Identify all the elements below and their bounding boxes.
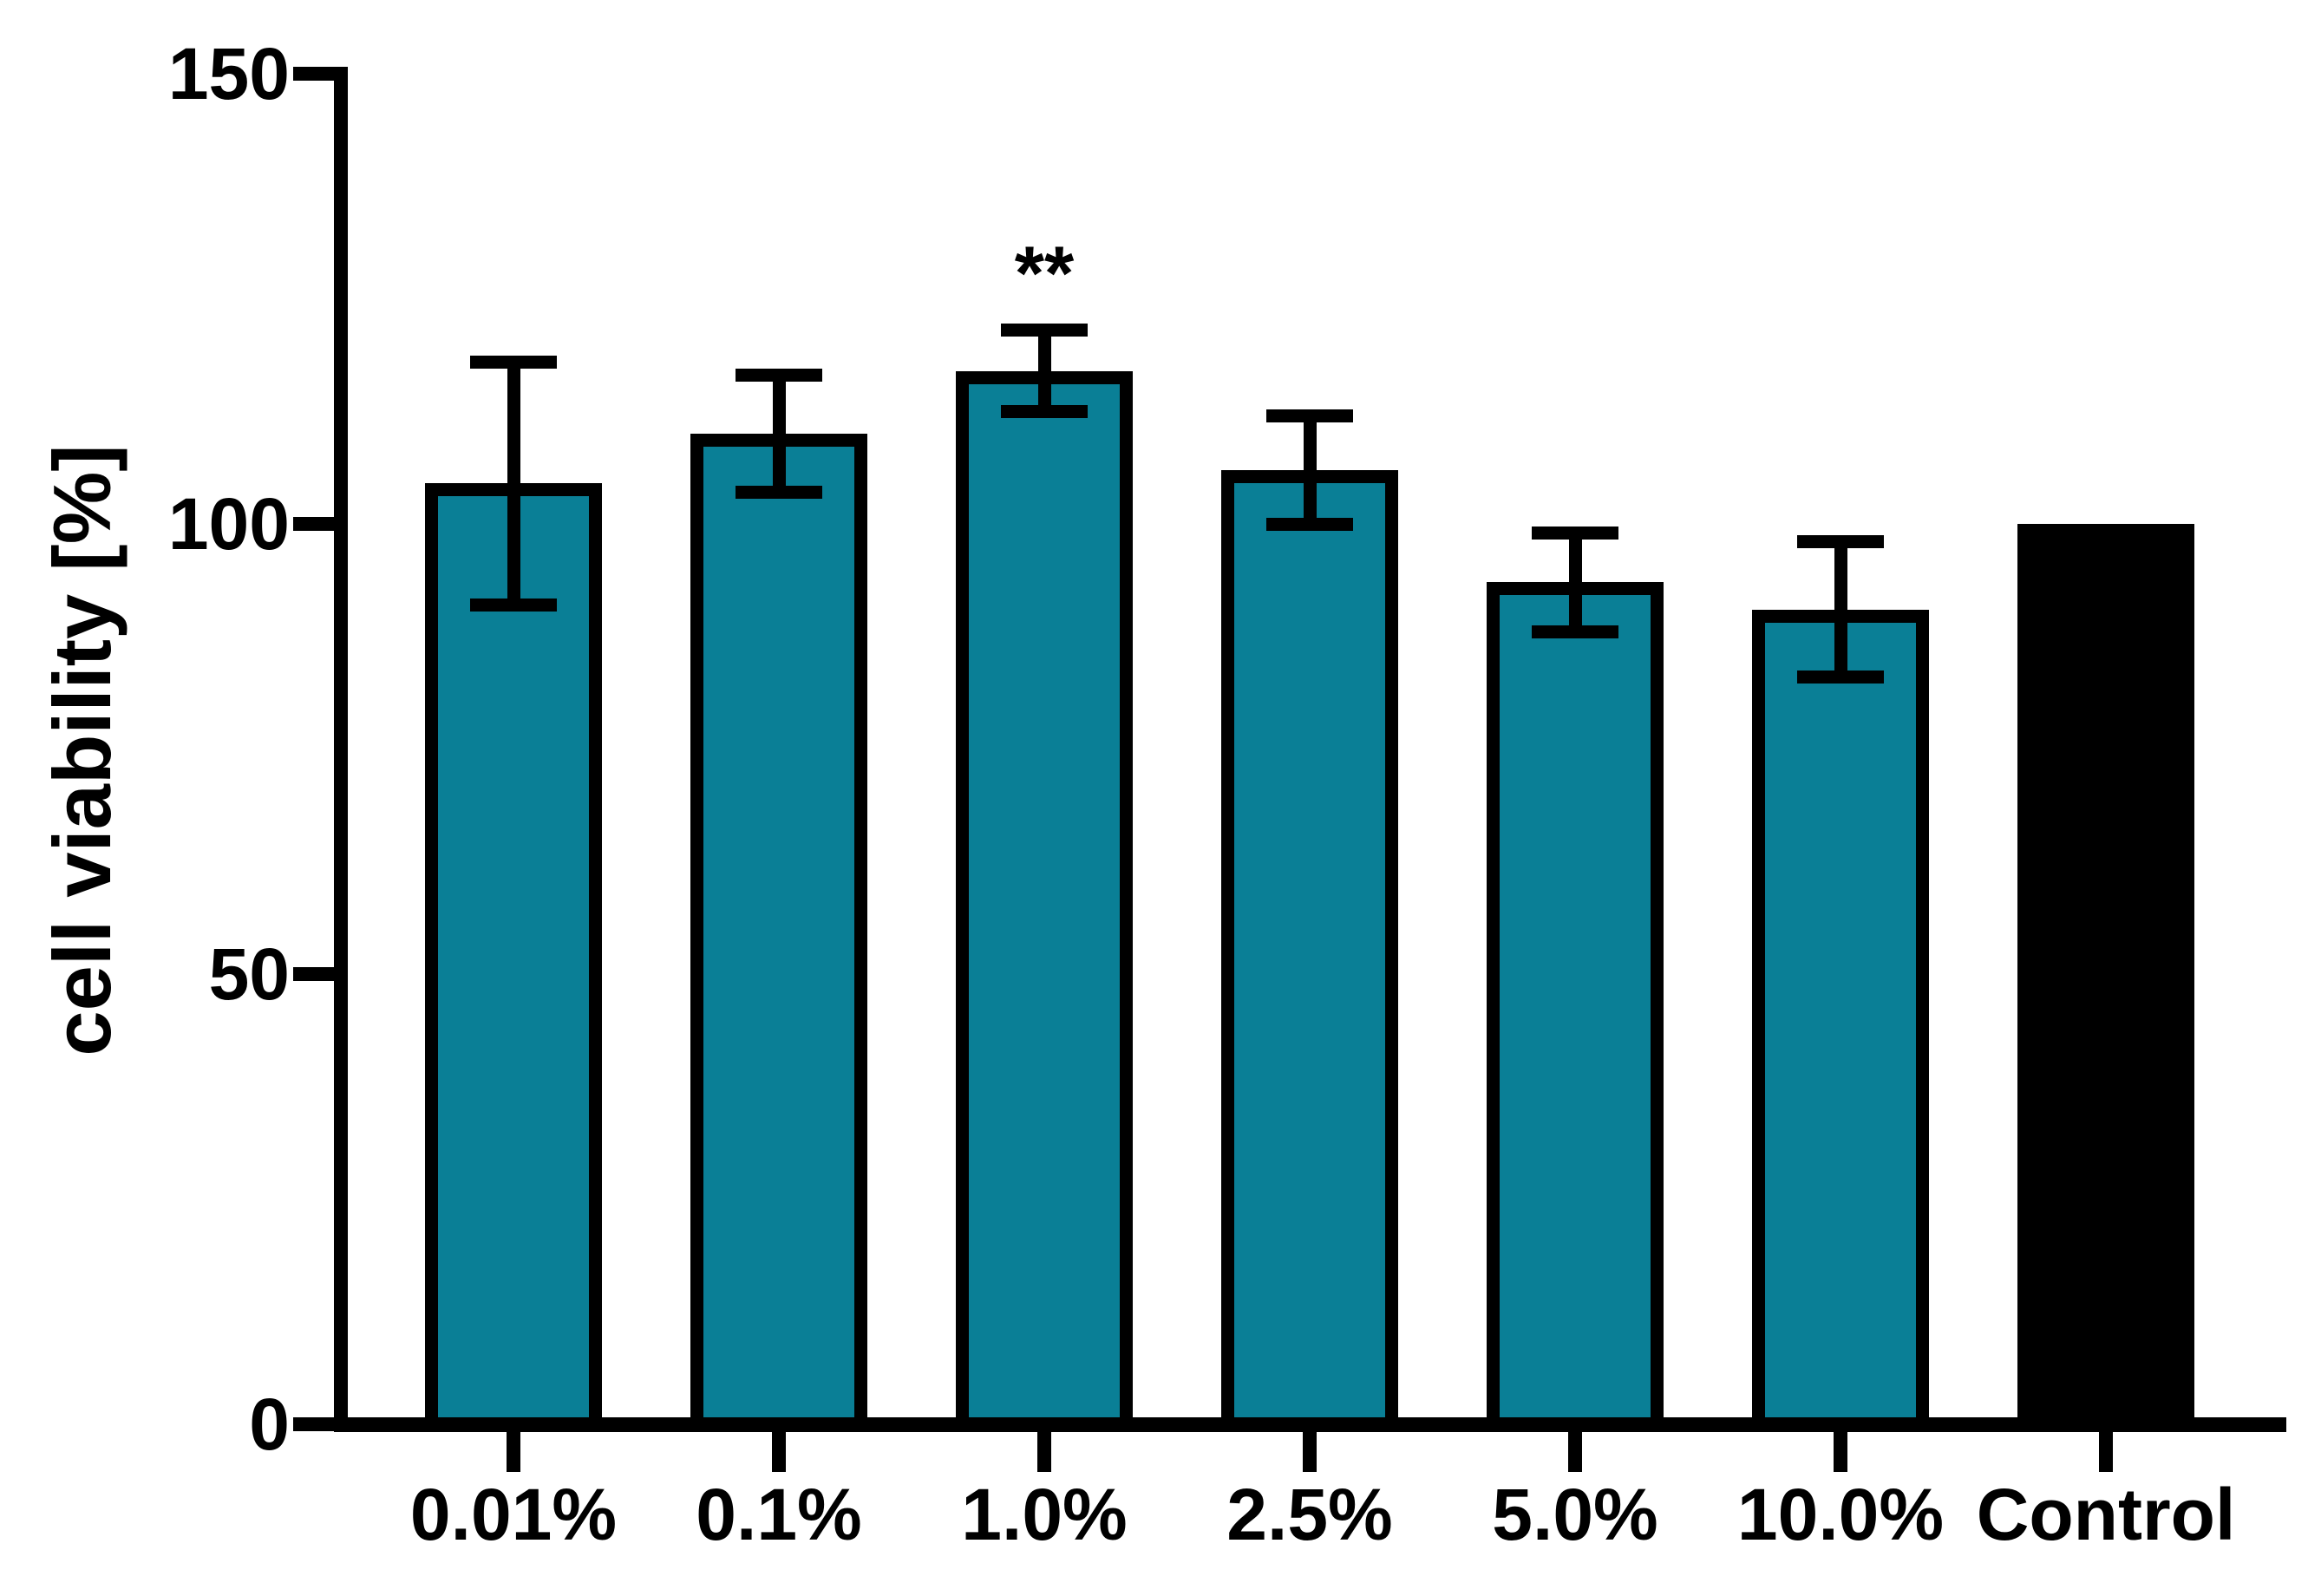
- x-tick: [772, 1432, 786, 1472]
- y-tick-label: 100: [167, 483, 290, 565]
- error-bar-cap-top: [1532, 526, 1618, 540]
- y-tick: [293, 967, 334, 981]
- bar: [1221, 469, 1398, 1417]
- y-tick-label: 150: [167, 33, 290, 114]
- error-bar-cap-bottom: [1001, 404, 1088, 418]
- x-tick: [1037, 1432, 1051, 1472]
- error-bar-cap-top: [736, 369, 822, 383]
- error-bar-cap-bottom: [470, 598, 557, 612]
- x-tick: [1568, 1432, 1582, 1472]
- y-tick-label: 50: [208, 933, 290, 1015]
- bar: [2017, 524, 2194, 1417]
- x-tick: [2099, 1432, 2113, 1472]
- y-axis-line: [334, 67, 348, 1432]
- error-bar-cap-top: [470, 355, 557, 369]
- error-bar-cap-top: [1001, 324, 1088, 337]
- x-tick: [507, 1432, 520, 1472]
- bar: [956, 370, 1133, 1417]
- x-tick-label: Control: [1976, 1474, 2236, 1555]
- error-bar-cap-bottom: [1797, 670, 1884, 684]
- x-tick-label: 10.0%: [1736, 1474, 1945, 1555]
- error-bar-cap-bottom: [736, 486, 822, 500]
- bar: [1487, 582, 1664, 1417]
- bar: [690, 434, 867, 1417]
- error-bar-cap-bottom: [1532, 625, 1618, 639]
- error-bar-cap-bottom: [1266, 517, 1353, 531]
- x-tick-label: 0.01%: [409, 1474, 618, 1555]
- error-bar-line: [1037, 330, 1051, 412]
- x-tick-label: 1.0%: [961, 1474, 1128, 1555]
- bar: [425, 483, 602, 1417]
- y-tick: [293, 1417, 334, 1431]
- x-tick: [1834, 1432, 1847, 1472]
- x-tick: [1303, 1432, 1317, 1472]
- error-bar-cap-top: [1266, 409, 1353, 422]
- error-bar-cap-top: [1797, 535, 1884, 549]
- error-bar-line: [507, 362, 520, 605]
- x-tick-label: 0.1%: [696, 1474, 862, 1555]
- x-tick-label: 5.0%: [1492, 1474, 1658, 1555]
- error-bar-line: [1568, 533, 1582, 632]
- y-tick: [293, 67, 334, 81]
- y-tick-label: 0: [249, 1383, 290, 1465]
- error-bar-line: [1834, 541, 1847, 677]
- error-bar-line: [1303, 415, 1317, 524]
- y-tick: [293, 517, 334, 531]
- significance-marker: **: [1014, 229, 1075, 316]
- x-axis-line: [334, 1417, 2286, 1432]
- x-tick-label: 2.5%: [1226, 1474, 1393, 1555]
- error-bar-line: [772, 375, 786, 493]
- bar: [1752, 609, 1929, 1417]
